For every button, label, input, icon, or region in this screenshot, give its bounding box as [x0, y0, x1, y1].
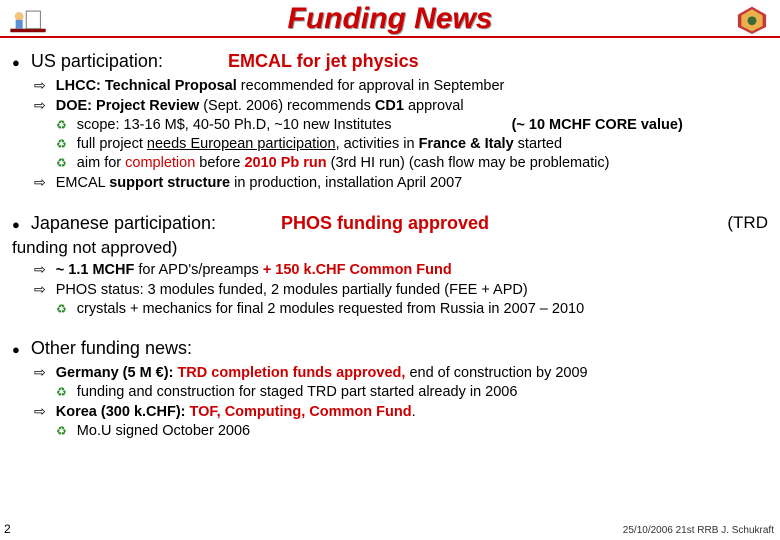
us-scope-core: (~ 10 MCHF CORE value) [512, 117, 683, 133]
us-emcal: EMCAL support structure in production, i… [34, 173, 768, 193]
other-kr-pre: Korea (300 k.CHF): [56, 404, 186, 420]
other-kr-b: TOF, Computing, Common Fund [186, 404, 412, 420]
us-full-france: France & Italy [419, 136, 514, 152]
jp-phos-status-text: PHOS status: 3 modules funded, 2 modules… [56, 282, 528, 298]
us-full-needs: needs European participation [147, 136, 336, 152]
jp-trailing: (TRD [727, 212, 768, 234]
jp-mchf: ~ 1.1 MCHF for APD's/preamps + 150 k.CHF… [34, 260, 768, 280]
content: US participation: EMCAL for jet physics … [0, 38, 780, 441]
us-full-mid: , activities in [336, 136, 419, 152]
us-aim-pre: aim for [77, 155, 125, 171]
page-number: 2 [4, 522, 11, 536]
jp-wrap: funding not approved) [12, 237, 768, 259]
other-label: Other funding news: [31, 338, 192, 358]
us-emcal-b: support structure [109, 175, 230, 191]
us-full: full project needs European participatio… [56, 135, 768, 154]
us-aim-run: 2010 Pb run [244, 155, 326, 171]
footer-date: 25/10/2006 21st RRB J. Schukraft [623, 525, 774, 536]
us-lhcc-post: recommended for approval in September [237, 78, 505, 94]
other-kr-sub-text: Mo.U signed October 2006 [77, 423, 250, 439]
us-label: US participation: [31, 51, 163, 71]
us-aim-mid: before [195, 155, 244, 171]
jp-accent: PHOS funding approved [281, 213, 489, 233]
page-title: Funding News [46, 2, 734, 36]
jp-mchf-mid: for APD's/preamps [134, 262, 262, 278]
us-scope: scope: 13-16 M$, 40-50 Ph.D, ~10 new Ins… [56, 116, 768, 135]
us-aim: aim for completion before 2010 Pb run (3… [56, 154, 768, 173]
us-scope-pre: scope: 13-16 M$, 40-50 Ph.D, ~10 new Ins… [77, 117, 392, 133]
title-text: Funding News [288, 2, 493, 35]
other-kr-sub: Mo.U signed October 2006 [56, 422, 768, 441]
us-doe-pre: DOE: Project Review [56, 98, 199, 114]
section-jp-head: Japanese participation: PHOS funding app… [12, 212, 768, 236]
alice-logo-left [10, 4, 46, 34]
jp-phos-status: PHOS status: 3 modules funded, 2 modules… [34, 280, 768, 300]
other-de-sub-text: funding and construction for staged TRD … [77, 384, 518, 400]
us-doe-cd1: CD1 [375, 98, 404, 114]
us-emcal-post: in production, installation April 2007 [230, 175, 462, 191]
us-lhcc-pre: LHCC: Technical Proposal [56, 78, 237, 94]
us-full-post: started [514, 136, 562, 152]
other-de: Germany (5 M €): TRD completion funds ap… [34, 363, 768, 383]
us-aim-comp: completion [125, 155, 195, 171]
jp-label: Japanese participation: [31, 213, 216, 233]
other-de-b: TRD completion funds approved, [173, 365, 405, 381]
jp-accent-b: funding approved [337, 213, 489, 233]
other-de-pre: Germany (5 M €): [56, 365, 174, 381]
section-other-head: Other funding news: [12, 337, 768, 361]
us-full-pre: full project [77, 136, 147, 152]
jp-wrap-text: funding not approved) [12, 238, 177, 257]
header: Funding News [0, 0, 780, 38]
section-us-head: US participation: EMCAL for jet physics [12, 50, 768, 74]
jp-crystals-text: crystals + mechanics for final 2 modules… [77, 301, 584, 317]
us-doe-mid: (Sept. 2006) recommends [199, 98, 375, 114]
jp-mchf-pre: ~ 1.1 MCHF [56, 262, 135, 278]
jp-crystals: crystals + mechanics for final 2 modules… [56, 300, 768, 319]
us-doe: DOE: Project Review (Sept. 2006) recomme… [34, 96, 768, 116]
jp-accent-pre: PHOS [281, 213, 337, 233]
jp-mchf-plus: + 150 k.CHF Common Fund [263, 262, 452, 278]
us-emcal-pre: EMCAL [56, 175, 109, 191]
us-aim-post: (3rd HI run) (cash flow may be problemat… [327, 155, 610, 171]
other-de-post: end of construction by 2009 [405, 365, 587, 381]
us-doe-post: approval [404, 98, 464, 114]
other-de-sub: funding and construction for staged TRD … [56, 383, 768, 402]
alice-logo-right [734, 4, 770, 34]
other-kr-post: . [412, 404, 416, 420]
us-lhcc: LHCC: Technical Proposal recommended for… [34, 76, 768, 96]
other-kr: Korea (300 k.CHF): TOF, Computing, Commo… [34, 402, 768, 422]
us-accent: EMCAL for jet physics [228, 51, 419, 71]
